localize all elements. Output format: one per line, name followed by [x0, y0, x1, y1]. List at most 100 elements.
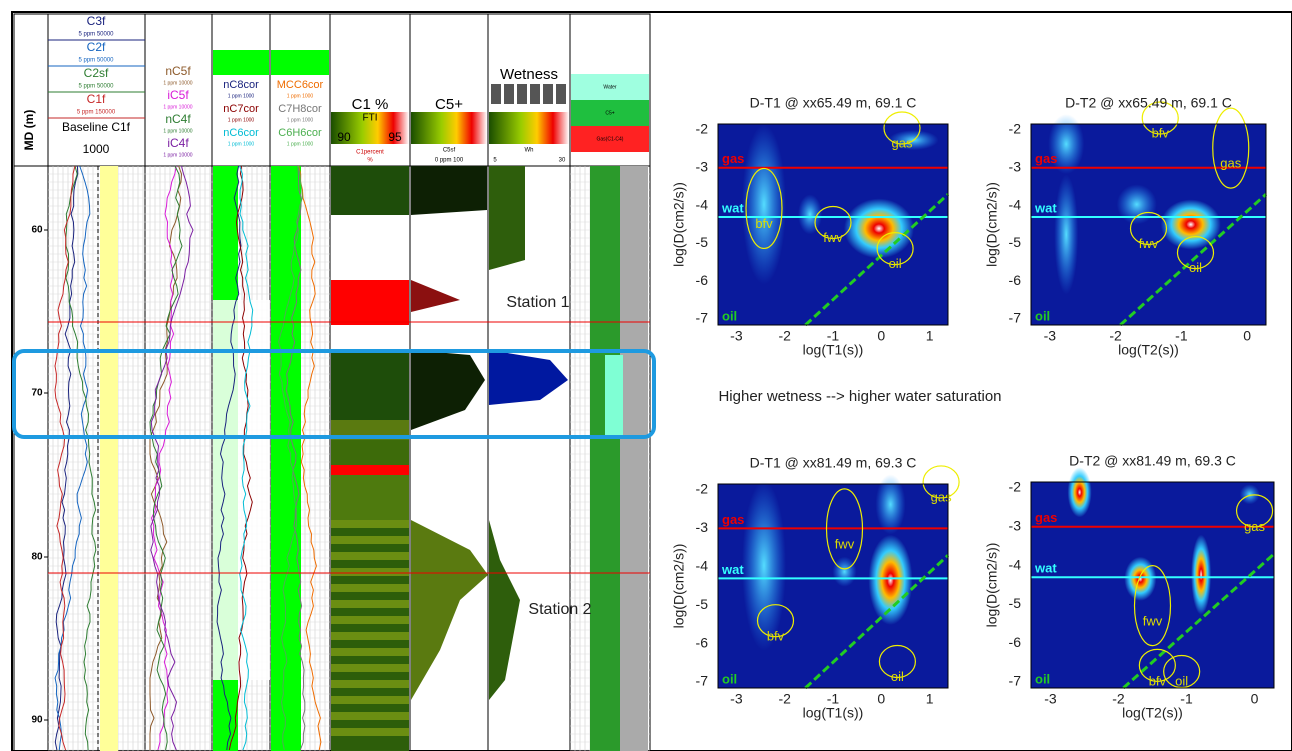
label: nC7cor [223, 103, 259, 115]
map-blob [1191, 534, 1212, 615]
fti-block [331, 520, 409, 528]
label: -3 [1009, 518, 1022, 534]
mini-bar [556, 84, 566, 104]
label: log(T2(s)) [1118, 342, 1179, 358]
label: bfv [755, 216, 773, 231]
label: nC6cor [223, 127, 259, 139]
label: 0 [877, 328, 885, 344]
region-outline [1133, 564, 1172, 647]
label: -2 [778, 328, 791, 344]
fti-block [331, 664, 409, 672]
wet-bar [489, 112, 569, 144]
label: C5+ [605, 110, 614, 116]
legend-box [571, 126, 649, 152]
log-curve [298, 165, 322, 751]
label: 5 [493, 158, 497, 164]
label: -2 [1109, 328, 1122, 344]
label: nC8cor [223, 79, 259, 91]
fti-block [331, 465, 409, 475]
label: -5 [1009, 595, 1022, 611]
wet-shape [489, 166, 525, 270]
map-frame [1030, 123, 1267, 326]
label: -7 [696, 673, 709, 689]
c5-bar [411, 112, 487, 144]
region-outline [922, 465, 960, 499]
label: gas [892, 136, 913, 151]
label: gas [1035, 151, 1057, 166]
oil-line [1119, 193, 1268, 327]
label: -2 [1009, 121, 1022, 137]
fill-box [271, 50, 329, 75]
label: oil [891, 669, 904, 684]
label: Wh [525, 148, 534, 154]
label: -6 [1009, 272, 1022, 288]
label: 1 ppm 10000 [163, 104, 192, 110]
label: gas [722, 151, 744, 166]
label: 60 [31, 225, 43, 236]
label: -4 [1009, 196, 1022, 212]
label: Gas(C1-C4) [597, 136, 624, 142]
mini-bar [517, 84, 527, 104]
region-outline [1212, 107, 1250, 189]
label: -3 [696, 159, 709, 175]
log-curve [228, 165, 253, 751]
fti-block [331, 728, 409, 736]
label: -3 [696, 519, 709, 535]
label: Baseline C1f [62, 120, 131, 134]
label: gas [1244, 519, 1265, 534]
region-outline [1176, 236, 1215, 270]
label: 1 ppm 1000 [228, 93, 255, 99]
label: -7 [696, 310, 709, 326]
map-blob [875, 474, 906, 535]
label: 0 [1251, 691, 1259, 707]
label: Higher wetness --> higher water saturati… [718, 388, 1001, 405]
fti-bar [331, 112, 409, 144]
label: log(T2(s)) [1122, 705, 1183, 721]
fti-block [331, 584, 409, 592]
map-blob [1067, 467, 1092, 518]
label: 30 [559, 158, 566, 164]
label: 1 ppm 1000 [287, 93, 314, 99]
label: % [367, 158, 373, 164]
region-outline [756, 604, 795, 638]
mix-fill [590, 166, 620, 751]
fti-block [331, 600, 409, 608]
label: 5 ppm 50000 [78, 32, 114, 38]
label: fwv [1143, 614, 1163, 629]
label: -5 [696, 234, 709, 250]
label: bfv [1152, 125, 1170, 140]
fti-block [331, 696, 409, 704]
fti-block [331, 536, 409, 544]
label: -2 [696, 481, 709, 497]
wet-shape [489, 520, 520, 700]
fti-block [331, 712, 409, 720]
label: 1 ppm 10000 [163, 152, 192, 158]
map-blob [798, 194, 822, 235]
region-outline [1129, 211, 1168, 246]
label: 0 [1243, 328, 1251, 344]
log-curve [150, 165, 194, 751]
region-outline [883, 111, 921, 145]
map-blob [1160, 199, 1221, 250]
map-frame [1030, 481, 1275, 689]
oil-line [804, 193, 950, 327]
label: -7 [1009, 310, 1022, 326]
label: C5sf [443, 148, 456, 154]
label: 5 ppm 150000 [77, 110, 116, 116]
map-blob [742, 480, 786, 651]
map-blob [844, 198, 914, 259]
log-curve [239, 165, 254, 751]
log-curve [216, 165, 242, 751]
label: -6 [696, 634, 709, 650]
fti-block [331, 475, 409, 520]
label: D-T1 @ xx81.49 m, 69.3 C [750, 455, 917, 471]
label: D-T2 @ xx65.49 m, 69.1 C [1065, 95, 1232, 111]
log-curve [54, 165, 91, 751]
label: bfv [1149, 673, 1167, 688]
label: 80 [31, 552, 43, 563]
label: -2 [1009, 479, 1022, 495]
label: iC4f [167, 136, 189, 150]
label: 90 [31, 715, 43, 726]
label: oil [722, 308, 737, 323]
